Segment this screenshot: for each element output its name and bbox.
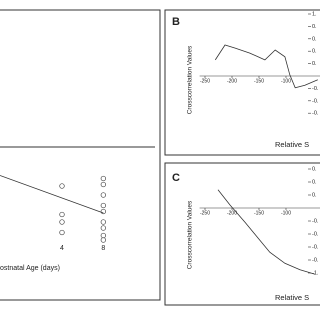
point bbox=[100, 175, 106, 182]
y-tick-label: -1. bbox=[312, 270, 319, 276]
x-tick-label: -200 bbox=[227, 210, 237, 216]
x-tick-label: -100 bbox=[281, 78, 291, 84]
point bbox=[100, 237, 106, 243]
x-axis-label: ostnatal Age (days) bbox=[0, 265, 60, 272]
panel-a-frame bbox=[0, 9, 161, 301]
y-axis-label: Crosscorrelation Values bbox=[187, 45, 194, 114]
y-tick-label: 0. bbox=[312, 24, 317, 30]
y-tick-label: -0. bbox=[312, 111, 319, 117]
point bbox=[59, 183, 65, 189]
x-axis-label: Relative S bbox=[275, 140, 309, 149]
y-tick-label: 1. bbox=[312, 11, 317, 17]
panel-c-frame bbox=[164, 162, 320, 306]
point bbox=[100, 232, 106, 239]
x-tick-label: -150 bbox=[254, 78, 264, 84]
x-tick-label: -250 bbox=[200, 78, 210, 84]
y-tick-label: -0. bbox=[312, 244, 319, 250]
y-tick-label: -0. bbox=[312, 257, 319, 263]
x-tick-label: 4 bbox=[60, 245, 64, 252]
x-tick-label: 8 bbox=[101, 245, 105, 252]
y-tick-label: 0. bbox=[312, 36, 317, 42]
y-tick-label: -0. bbox=[312, 231, 319, 237]
panel-label: C bbox=[172, 172, 180, 184]
point bbox=[59, 211, 65, 218]
panel-b-frame bbox=[164, 9, 320, 156]
y-tick-label: 0. bbox=[312, 166, 317, 172]
y-tick-label: -0. bbox=[312, 86, 319, 92]
point bbox=[100, 181, 106, 188]
x-tick-label: -250 bbox=[200, 210, 210, 216]
x-tick-label: -150 bbox=[254, 210, 264, 216]
y-tick-label: 0. bbox=[312, 61, 317, 67]
y-tick-label: -0. bbox=[312, 98, 319, 104]
point bbox=[100, 208, 106, 215]
y-tick-label: 0. bbox=[312, 179, 317, 185]
point bbox=[100, 192, 106, 198]
point bbox=[59, 219, 65, 225]
panel-label: B bbox=[172, 16, 180, 28]
point bbox=[100, 219, 106, 225]
point bbox=[59, 229, 65, 236]
y-tick-label: 0. bbox=[312, 49, 317, 55]
x-tick-label: -100 bbox=[281, 210, 291, 216]
line bbox=[217, 189, 316, 275]
y-tick-label: 0. bbox=[312, 192, 317, 198]
x-axis-label: Relative S bbox=[275, 293, 309, 302]
y-tick-label: -0. bbox=[312, 218, 319, 224]
point bbox=[100, 225, 106, 231]
x-tick-label: -200 bbox=[227, 78, 237, 84]
point bbox=[100, 202, 106, 209]
line bbox=[214, 44, 318, 89]
y-axis-label: Crosscorrelation Values bbox=[187, 200, 194, 269]
fit-line bbox=[0, 175, 104, 214]
